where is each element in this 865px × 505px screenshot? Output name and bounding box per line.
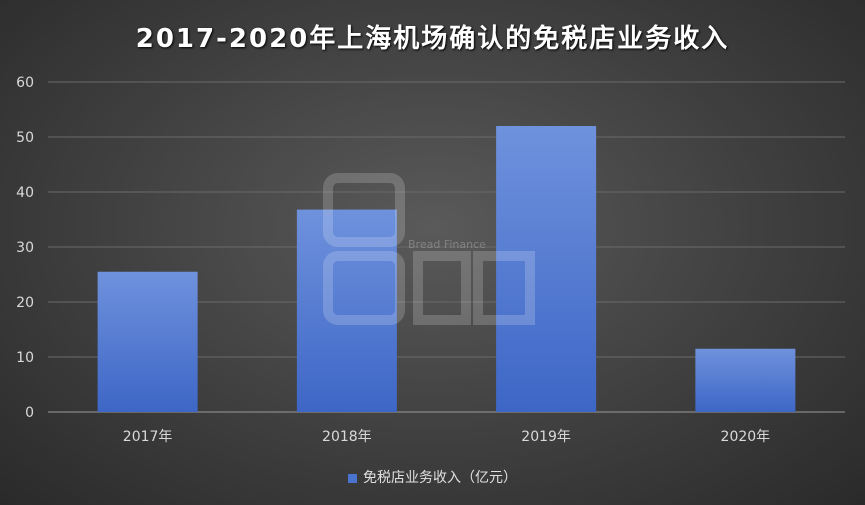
legend-swatch (348, 473, 357, 483)
y-tick-label: 0 (25, 405, 34, 421)
watermark-text: Bread Finance (408, 238, 486, 251)
watermark-logo (322, 170, 542, 330)
y-axis-ticks: 0 10 20 30 40 50 60 (16, 75, 34, 421)
x-tick-label: 2019年 (521, 429, 571, 445)
legend-label: 免税店业务收入（亿元） (363, 470, 517, 486)
bars (97, 126, 796, 412)
y-tick-label: 40 (16, 185, 34, 201)
y-tick-label: 50 (16, 130, 34, 146)
bar-0 (97, 271, 198, 412)
bar-1 (296, 209, 397, 412)
x-tick-label: 2018年 (322, 429, 372, 445)
x-tick-label: 2020年 (721, 429, 771, 445)
x-tick-label: 2017年 (123, 429, 173, 445)
y-tick-label: 60 (16, 75, 34, 91)
y-tick-label: 10 (16, 350, 34, 366)
y-tick-label: 30 (16, 240, 34, 256)
legend: 免税店业务收入（亿元） (0, 467, 865, 487)
bar-3 (695, 348, 796, 412)
bar-2 (496, 126, 597, 412)
x-axis-ticks: 2017年 2018年 2019年 2020年 (123, 429, 770, 445)
y-tick-label: 20 (16, 295, 34, 311)
chart-title: 2017-2020年上海机场确认的免税店业务收入 (135, 24, 730, 54)
